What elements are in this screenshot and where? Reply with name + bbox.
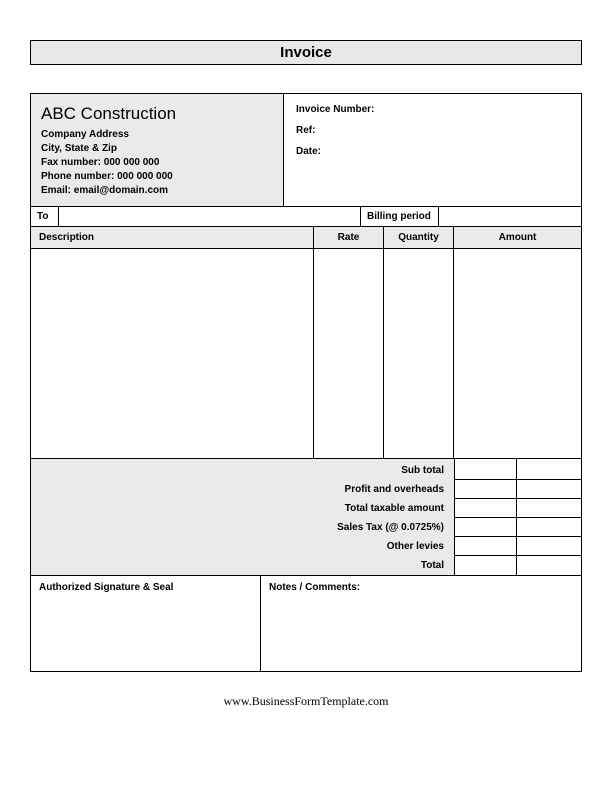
footer-row: Authorized Signature & Seal Notes / Comm…	[31, 576, 581, 671]
date-label: Date:	[296, 146, 569, 157]
col-description: Description	[31, 227, 314, 248]
invoice-meta: Invoice Number: Ref: Date:	[284, 94, 581, 206]
summary-levies-amt1[interactable]	[454, 537, 517, 556]
company-address: Company Address	[41, 128, 273, 142]
summary-subtotal-amt2[interactable]	[517, 459, 581, 480]
body-rate[interactable]	[314, 249, 384, 458]
summary-total-amt1[interactable]	[454, 556, 517, 575]
summary-levies-row: Other levies	[31, 537, 581, 556]
body-quantity[interactable]	[384, 249, 454, 458]
company-phone: Phone number: 000 000 000	[41, 170, 273, 184]
summary-total-label: Total	[31, 556, 454, 575]
attribution: www.BusinessFormTemplate.com	[30, 694, 582, 709]
summary-subtotal-amt1[interactable]	[454, 459, 517, 480]
col-amount: Amount	[454, 227, 581, 248]
to-value[interactable]	[59, 207, 361, 226]
summary-block: Sub total Profit and overheads Total tax…	[31, 459, 581, 576]
summary-profit-label: Profit and overheads	[31, 480, 454, 499]
to-row: To Billing period	[31, 207, 581, 227]
company-name: ABC Construction	[41, 102, 273, 126]
table-body	[31, 249, 581, 459]
summary-profit-row: Profit and overheads	[31, 480, 581, 499]
notes-label: Notes / Comments:	[269, 582, 360, 593]
company-fax: Fax number: 000 000 000	[41, 156, 273, 170]
summary-taxable-amt1[interactable]	[454, 499, 517, 518]
billing-period-value[interactable]	[439, 207, 581, 226]
summary-total-row: Total	[31, 556, 581, 575]
summary-levies-amt2[interactable]	[517, 537, 581, 556]
signature-label: Authorized Signature & Seal	[39, 582, 173, 593]
summary-subtotal-row: Sub total	[31, 459, 581, 480]
summary-taxable-row: Total taxable amount	[31, 499, 581, 518]
invoice-container: ABC Construction Company Address City, S…	[30, 93, 582, 672]
summary-salestax-row: Sales Tax (@ 0.0725%)	[31, 518, 581, 537]
summary-subtotal-label: Sub total	[31, 459, 454, 480]
summary-profit-amt2[interactable]	[517, 480, 581, 499]
summary-salestax-amt1[interactable]	[454, 518, 517, 537]
company-city-state-zip: City, State & Zip	[41, 142, 273, 156]
summary-taxable-amt2[interactable]	[517, 499, 581, 518]
summary-levies-label: Other levies	[31, 537, 454, 556]
company-block: ABC Construction Company Address City, S…	[31, 94, 284, 206]
document-title: Invoice	[30, 40, 582, 65]
to-label: To	[31, 207, 59, 226]
summary-profit-amt1[interactable]	[454, 480, 517, 499]
ref-label: Ref:	[296, 125, 569, 136]
header-row: ABC Construction Company Address City, S…	[31, 94, 581, 207]
summary-total-amt2[interactable]	[517, 556, 581, 575]
billing-period-label: Billing period	[361, 207, 439, 226]
body-description[interactable]	[31, 249, 314, 458]
summary-taxable-label: Total taxable amount	[31, 499, 454, 518]
summary-salestax-label: Sales Tax (@ 0.0725%)	[31, 518, 454, 537]
invoice-number-label: Invoice Number:	[296, 104, 569, 115]
notes-block: Notes / Comments:	[261, 576, 581, 671]
table-header: Description Rate Quantity Amount	[31, 227, 581, 249]
company-email: Email: email@domain.com	[41, 184, 273, 198]
col-quantity: Quantity	[384, 227, 454, 248]
signature-block: Authorized Signature & Seal	[31, 576, 261, 671]
summary-salestax-amt2[interactable]	[517, 518, 581, 537]
body-amount[interactable]	[454, 249, 581, 458]
col-rate: Rate	[314, 227, 384, 248]
